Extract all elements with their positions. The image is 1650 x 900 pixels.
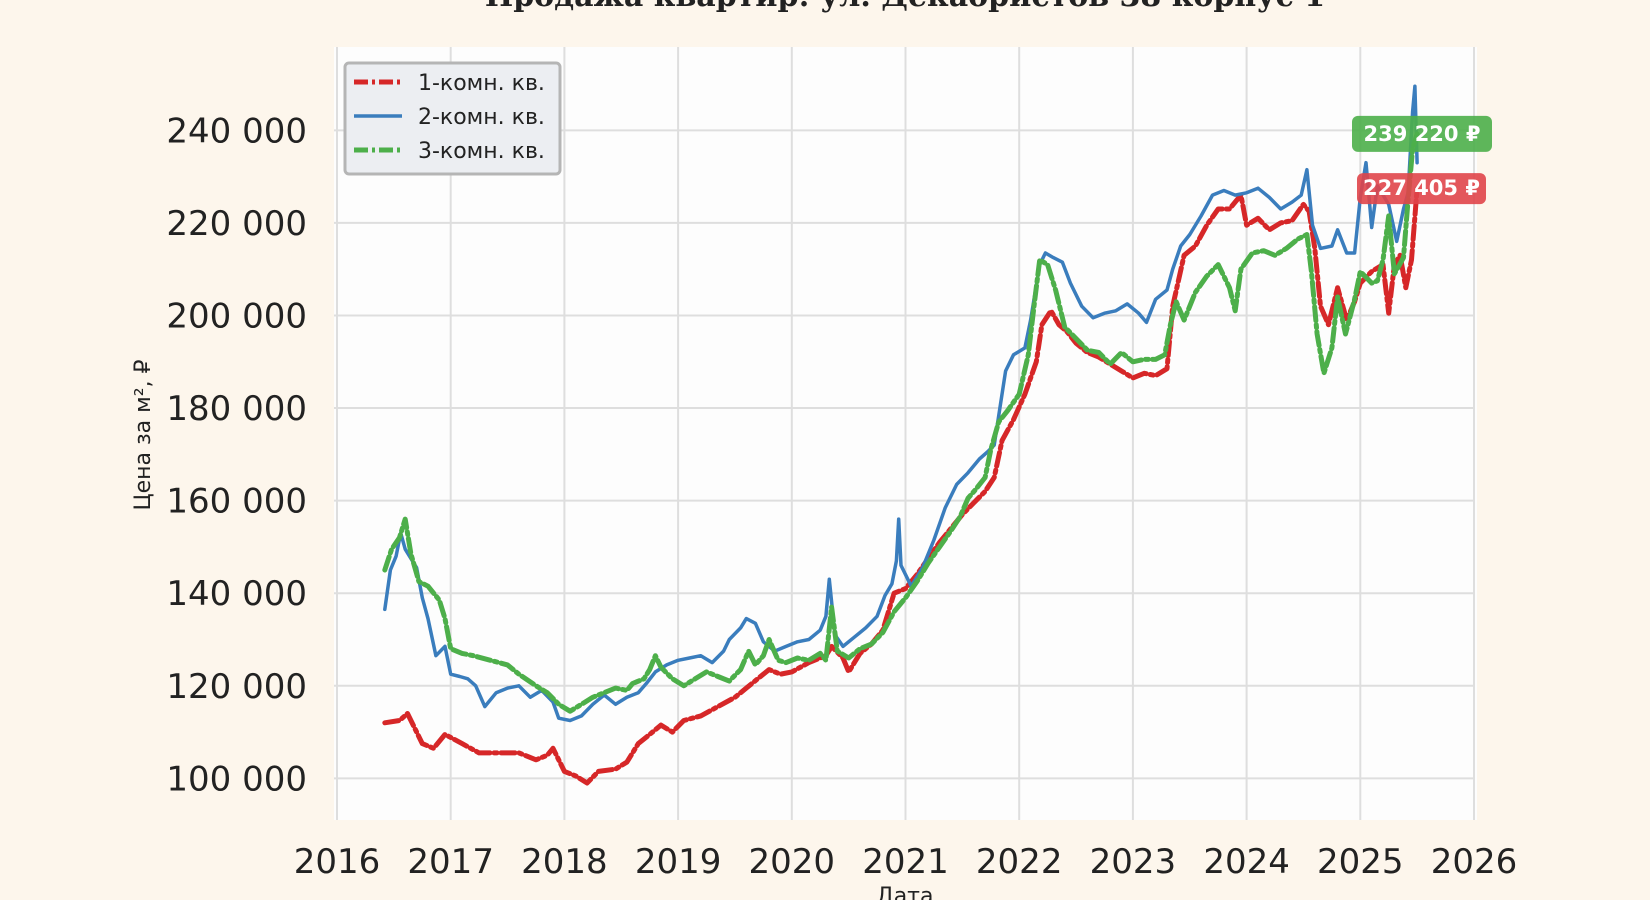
y-tick-labels: 100 000 120 000 140 000 160 000 180 000 200 0… (166, 111, 307, 799)
end-value-labels: 239 220 ₽ 227 405 ₽ (1352, 115, 1492, 205)
series-line-3 (382, 131, 1420, 714)
y-tick-label: 180 000 (166, 389, 307, 429)
end-value-badge (1357, 173, 1486, 205)
y-tick-label: 220 000 (166, 204, 307, 244)
x-tick-label: 2018 (521, 842, 608, 882)
x-tick-label: 2025 (1317, 842, 1404, 882)
y-tick-label: 200 000 (166, 296, 307, 336)
legend-label: 3-комн. кв. (418, 139, 545, 164)
x-tick-label: 2021 (862, 842, 949, 882)
end-value-text: 227 405 ₽ (1363, 176, 1480, 200)
y-tick-label: 140 000 (166, 574, 307, 614)
chart-title: Продажа квартир: ул. Декабристов 38 корп… (485, 0, 1325, 14)
x-tick-labels: 2016 2017 2018 2019 2020 2021 2022 2023 2024 2025… (294, 842, 1518, 882)
x-tick-label: 2019 (635, 842, 722, 882)
x-axis-label: Дата (877, 884, 934, 900)
x-tick-label: 2026 (1431, 842, 1518, 882)
end-value-text: 239 220 ₽ (1364, 122, 1481, 146)
series-layer (382, 84, 1420, 786)
series-line-1 (382, 186, 1420, 786)
y-tick-label: 160 000 (166, 482, 307, 522)
y-tick-label: 120 000 (166, 667, 307, 707)
x-tick-label: 2022 (976, 842, 1063, 882)
legend-label: 1-комн. кв. (418, 71, 545, 96)
y-tick-label: 240 000 (166, 111, 307, 151)
y-axis-label: Цена за м², ₽ (131, 359, 156, 510)
y-tick-label: 100 000 (166, 759, 307, 799)
legend-box (343, 61, 562, 176)
legend-label: 2-комн. кв. (418, 105, 545, 130)
end-value-badge (1352, 115, 1492, 152)
x-tick-label: 2017 (407, 842, 494, 882)
series-line-2 (383, 84, 1419, 723)
x-tick-label: 2024 (1203, 842, 1290, 882)
x-tick-label: 2023 (1090, 842, 1177, 882)
legend: 1-комн. кв. 2-комн. кв. 3-комн. кв. (343, 61, 562, 176)
x-tick-label: 2020 (749, 842, 836, 882)
x-tick-label: 2016 (294, 842, 381, 882)
